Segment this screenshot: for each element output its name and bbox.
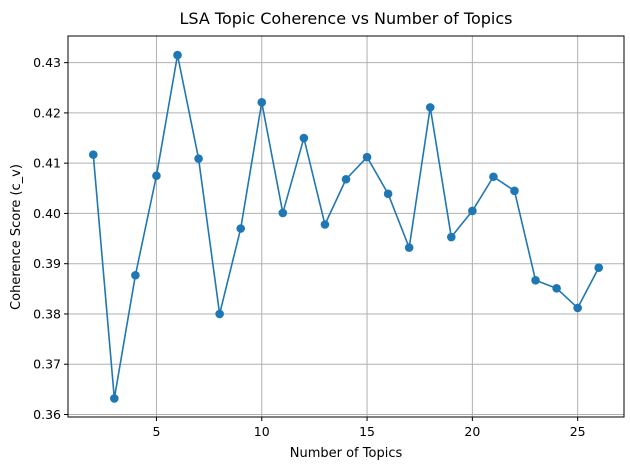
data-point bbox=[110, 394, 119, 403]
data-point bbox=[573, 303, 582, 313]
y-tick-label: 0.37 bbox=[33, 357, 61, 372]
y-tick-label: 0.39 bbox=[33, 256, 61, 271]
grid bbox=[68, 36, 624, 417]
data-point bbox=[489, 172, 498, 182]
data-point bbox=[257, 98, 267, 107]
series-layer bbox=[88, 50, 604, 403]
y-tick-label: 0.42 bbox=[33, 105, 61, 120]
x-tick-label: 20 bbox=[464, 424, 480, 439]
x-tick-label: 10 bbox=[254, 424, 270, 439]
data-point bbox=[152, 171, 161, 181]
data-point bbox=[531, 275, 540, 285]
x-tick-label: 5 bbox=[152, 424, 160, 439]
ticks: 5 10 15 20 25 0.36 0.37 0.38 0.39 0.40 0.41 0.42 0.4… bbox=[33, 55, 585, 439]
data-point bbox=[299, 133, 309, 143]
data-point bbox=[131, 270, 140, 280]
data-point bbox=[236, 224, 245, 233]
x-tick-label: 25 bbox=[570, 424, 586, 439]
x-tick-label: 15 bbox=[359, 424, 375, 439]
data-point bbox=[194, 154, 203, 163]
data-point bbox=[510, 186, 519, 196]
data-point bbox=[552, 284, 561, 293]
data-point bbox=[173, 50, 182, 60]
data-point bbox=[278, 208, 288, 218]
data-point bbox=[447, 232, 456, 242]
data-point bbox=[468, 206, 477, 216]
data-point bbox=[383, 189, 393, 199]
data-point bbox=[88, 150, 98, 159]
data-point bbox=[404, 243, 414, 252]
y-axis-label: Coherence Score (c_v) bbox=[9, 164, 24, 310]
series-line bbox=[92, 54, 600, 400]
axes-frame bbox=[67, 35, 625, 418]
data-point bbox=[594, 263, 604, 273]
chart-title: LSA Topic Coherence vs Number of Topics bbox=[180, 9, 513, 28]
data-point bbox=[362, 152, 372, 162]
y-tick-label: 0.38 bbox=[33, 306, 61, 321]
data-point bbox=[215, 309, 224, 319]
data-point bbox=[320, 220, 330, 229]
y-tick-label: 0.41 bbox=[33, 156, 61, 171]
y-tick-label: 0.36 bbox=[33, 407, 61, 422]
data-point bbox=[341, 174, 351, 184]
y-tick-label: 0.40 bbox=[33, 206, 61, 221]
data-point bbox=[425, 103, 435, 112]
y-tick-label: 0.43 bbox=[33, 55, 61, 70]
x-axis-label: Number of Topics bbox=[290, 446, 403, 461]
